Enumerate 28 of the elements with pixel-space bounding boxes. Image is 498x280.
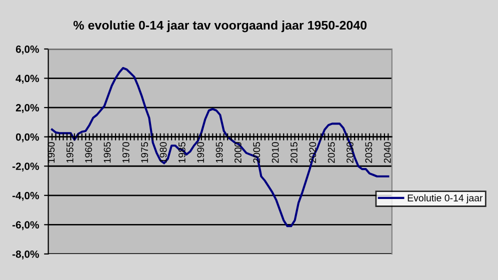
x-tick-label: 1990 [197,142,204,163]
x-tick-label: 2005 [253,142,260,163]
x-tick-label: 1965 [104,142,111,163]
legend-label: Evolutie 0-14 jaar [408,194,483,204]
x-tick-label: 1995 [216,142,223,163]
y-tick-label: 4,0% [16,74,40,84]
x-tick-label: 2025 [328,142,335,163]
x-tick-label: 1980 [160,142,167,163]
x-tick-label: 1970 [122,142,130,163]
y-tick-label: 0,0% [16,133,40,142]
y-tick-label: -2,0% [12,162,40,172]
x-tick-label: 1975 [141,142,148,163]
x-tick-label: 2010 [272,142,279,163]
x-tick-label: 2035 [365,142,372,163]
y-tick-label: -4,0% [12,192,40,201]
y-tick-label: -8,0% [12,250,40,260]
x-tick-label: 2020 [309,142,316,163]
x-tick-label: 1960 [85,142,92,163]
x-tick-label: 2030 [346,142,354,163]
chart-title: % evolutie 0-14 jaar tav voorgaand jaar 1950-2040 [73,20,367,32]
x-tick-label: 1985 [178,142,186,163]
x-tick-label: 1955 [66,142,74,163]
y-tick-label: 2,0% [16,104,40,113]
x-tick-label: 2015 [290,142,298,163]
y-tick-label: 6,0% [16,46,40,54]
y-tick-label: -6,0% [12,221,40,230]
x-tick-label: 2000 [234,142,242,163]
x-tick-label: 2040 [384,142,391,163]
